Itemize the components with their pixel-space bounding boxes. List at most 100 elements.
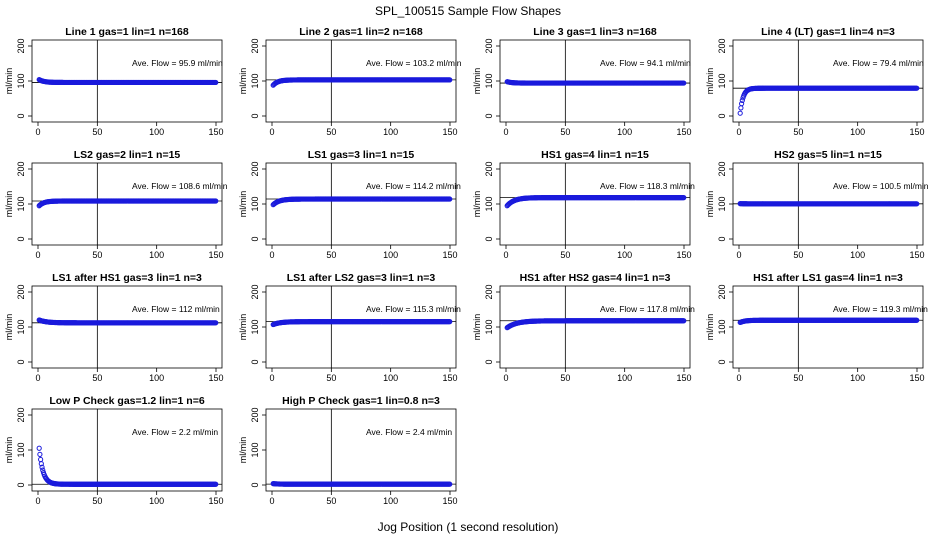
x-tick-label: 150 [676, 127, 691, 137]
data-point [38, 461, 44, 467]
panel-4: Line 4 (LT) gas=1 lin=4 n=3 0 50 100 150 0 100… [705, 26, 925, 137]
data-point [681, 80, 687, 86]
panel-title: Low P Check gas=1.2 lin=1 n=6 [49, 395, 204, 407]
y-axis-label: ml/min [705, 191, 715, 218]
figure-title: SPL_100515 Sample Flow Shapes [375, 4, 561, 18]
data-point [739, 97, 745, 103]
x-tick-label: 0 [35, 127, 40, 137]
panel-title: HS2 gas=5 lin=1 n=15 [774, 149, 882, 161]
y-tick-label: 200 [484, 161, 494, 176]
series-points [504, 195, 687, 209]
data-point [447, 319, 453, 325]
y-tick-label: 100 [484, 196, 494, 211]
x-tick-label: 100 [149, 250, 164, 260]
x-tick-label: 50 [793, 373, 803, 383]
panel-grid: Line 1 gas=1 lin=1 n=168 0 50 100 150 0 100 200… [4, 26, 929, 506]
panel-11: HS1 after HS2 gas=4 lin=1 n=3 0 50 100 150 0 1… [472, 272, 695, 383]
series-points [36, 198, 219, 209]
x-tick-label: 50 [326, 250, 336, 260]
x-tick-label: 150 [676, 373, 691, 383]
x-tick-label: 50 [326, 496, 336, 506]
y-tick-label: 100 [484, 73, 494, 88]
y-axis-label: ml/min [238, 191, 248, 218]
panel-6: LS1 gas=3 lin=1 n=15 0 50 100 150 0 100 200 ml/m… [238, 149, 461, 260]
x-tick-label: 0 [269, 127, 274, 137]
x-tick-label: 0 [35, 496, 40, 506]
panel-5: LS2 gas=2 lin=1 n=15 0 50 100 150 0 100 200 ml/m… [4, 149, 228, 260]
x-tick-label: 100 [850, 250, 865, 260]
data-point [39, 464, 45, 470]
y-tick-label: 200 [717, 38, 727, 53]
panel-title: Line 4 (LT) gas=1 lin=4 n=3 [761, 26, 895, 38]
series-points [737, 317, 920, 326]
plot-frame [265, 408, 457, 492]
y-tick-label: 0 [16, 236, 26, 241]
x-tick-label: 150 [442, 127, 457, 137]
data-point [40, 467, 46, 473]
panel-title: Line 1 gas=1 lin=1 n=168 [65, 26, 189, 38]
y-tick-label: 100 [484, 319, 494, 334]
series-points [270, 77, 453, 88]
panel-title: HS1 after LS1 gas=4 lin=1 n=3 [753, 272, 903, 284]
x-tick-label: 0 [503, 127, 508, 137]
y-tick-label: 0 [16, 482, 26, 487]
x-tick-label: 0 [736, 373, 741, 383]
y-tick-label: 100 [16, 319, 26, 334]
x-tick-label: 150 [909, 373, 924, 383]
panel-title: LS1 after LS2 gas=3 lin=1 n=3 [287, 272, 436, 284]
data-point [447, 196, 453, 202]
y-tick-label: 200 [717, 284, 727, 299]
panel-7: HS1 gas=4 lin=1 n=15 0 50 100 150 0 100 200 ml/m… [472, 149, 695, 260]
data-point [737, 110, 743, 116]
y-tick-label: 200 [484, 284, 494, 299]
y-axis-label: ml/min [4, 191, 14, 218]
y-axis-label: ml/min [4, 314, 14, 341]
panel-title: High P Check gas=1 lin=0.8 n=3 [282, 395, 440, 407]
panel-14: High P Check gas=1 lin=0.8 n=3 0 50 100 150 0… [238, 395, 458, 506]
x-tick-label: 100 [850, 373, 865, 383]
plot-frame [265, 162, 457, 246]
plot-frame [31, 408, 223, 492]
x-tick-label: 50 [560, 250, 570, 260]
y-axis-label: ml/min [705, 314, 715, 341]
y-axis-label: ml/min [4, 68, 14, 95]
data-point [36, 445, 42, 451]
y-tick-label: 100 [717, 73, 727, 88]
y-tick-label: 200 [16, 161, 26, 176]
x-tick-label: 150 [208, 127, 223, 137]
x-tick-label: 50 [326, 127, 336, 137]
y-axis-label: ml/min [472, 314, 482, 341]
x-tick-label: 150 [208, 373, 223, 383]
panel-9: LS1 after HS1 gas=3 lin=1 n=3 0 50 100 150 0 1… [4, 272, 224, 383]
series-points [504, 318, 687, 331]
data-point [681, 195, 687, 201]
panel-title: Line 3 gas=1 lin=3 n=168 [533, 26, 657, 38]
x-tick-label: 0 [736, 127, 741, 137]
panel-3: Line 3 gas=1 lin=3 n=168 0 50 100 150 0 100 200… [472, 26, 692, 137]
x-tick-label: 100 [149, 373, 164, 383]
plot-frame [31, 285, 223, 369]
x-tick-label: 0 [35, 250, 40, 260]
x-tick-label: 150 [909, 127, 924, 137]
panel-title: LS1 gas=3 lin=1 n=15 [308, 149, 415, 161]
y-axis-label: ml/min [238, 68, 248, 95]
plot-frame [732, 39, 924, 123]
y-tick-label: 0 [250, 113, 260, 118]
y-tick-label: 0 [717, 359, 727, 364]
data-point [739, 101, 745, 107]
y-axis-label: ml/min [705, 68, 715, 95]
average-flow-annotation: Ave. Flow = 2.2 ml/min [132, 427, 218, 437]
y-tick-label: 100 [16, 73, 26, 88]
series-points [36, 77, 219, 86]
x-tick-label: 50 [92, 127, 102, 137]
x-tick-label: 150 [442, 373, 457, 383]
y-tick-label: 200 [16, 38, 26, 53]
x-tick-label: 100 [850, 127, 865, 137]
x-tick-label: 150 [676, 250, 691, 260]
y-tick-label: 100 [250, 73, 260, 88]
y-tick-label: 100 [250, 442, 260, 457]
panel-12: HS1 after LS1 gas=4 lin=1 n=3 0 50 100 150 0 1… [705, 272, 928, 383]
x-tick-label: 0 [269, 373, 274, 383]
plot-frame [31, 162, 223, 246]
